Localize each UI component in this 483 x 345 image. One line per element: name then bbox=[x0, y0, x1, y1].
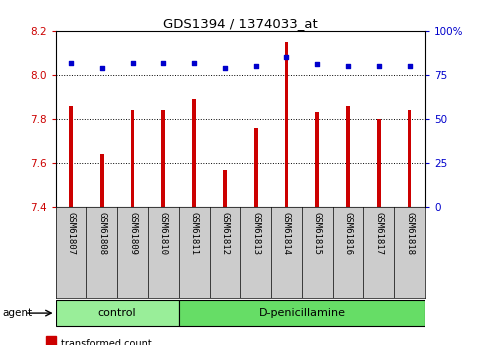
Text: GSM61811: GSM61811 bbox=[190, 211, 199, 255]
Text: control: control bbox=[98, 307, 136, 317]
Point bbox=[67, 60, 75, 66]
Bar bbox=[131, 110, 134, 207]
Text: transformed count: transformed count bbox=[61, 339, 151, 345]
Point bbox=[344, 63, 352, 69]
Text: GSM61817: GSM61817 bbox=[374, 211, 384, 255]
Point bbox=[221, 65, 229, 71]
Bar bbox=[223, 170, 227, 207]
Bar bbox=[408, 110, 412, 207]
Text: GSM61814: GSM61814 bbox=[282, 211, 291, 255]
Point bbox=[190, 60, 198, 66]
Text: GSM61813: GSM61813 bbox=[251, 211, 260, 255]
Text: agent: agent bbox=[2, 308, 32, 318]
Text: GSM61809: GSM61809 bbox=[128, 211, 137, 255]
Point bbox=[313, 62, 321, 67]
Bar bbox=[56, 300, 179, 326]
Bar bbox=[192, 99, 196, 207]
Text: GSM61808: GSM61808 bbox=[97, 211, 106, 255]
Bar bbox=[315, 112, 319, 207]
Text: GSM61816: GSM61816 bbox=[343, 211, 353, 255]
Text: GSM61810: GSM61810 bbox=[159, 211, 168, 255]
Bar bbox=[179, 300, 425, 326]
Point bbox=[98, 65, 106, 71]
Bar bbox=[69, 106, 73, 207]
Text: D-penicillamine: D-penicillamine bbox=[258, 307, 345, 317]
Text: GSM61815: GSM61815 bbox=[313, 211, 322, 255]
Point bbox=[406, 63, 413, 69]
Point bbox=[159, 60, 167, 66]
Bar bbox=[377, 119, 381, 207]
Bar bbox=[346, 106, 350, 207]
Point bbox=[375, 63, 383, 69]
Text: GSM61807: GSM61807 bbox=[67, 211, 75, 255]
Bar bbox=[46, 336, 56, 345]
Point bbox=[252, 63, 259, 69]
Text: GSM61818: GSM61818 bbox=[405, 211, 414, 255]
Bar bbox=[161, 110, 165, 207]
Point bbox=[128, 60, 136, 66]
Bar bbox=[100, 154, 103, 207]
Bar bbox=[284, 42, 288, 207]
Point bbox=[283, 55, 290, 60]
Bar bbox=[254, 128, 257, 207]
Title: GDS1394 / 1374033_at: GDS1394 / 1374033_at bbox=[163, 17, 318, 30]
Text: GSM61812: GSM61812 bbox=[220, 211, 229, 255]
